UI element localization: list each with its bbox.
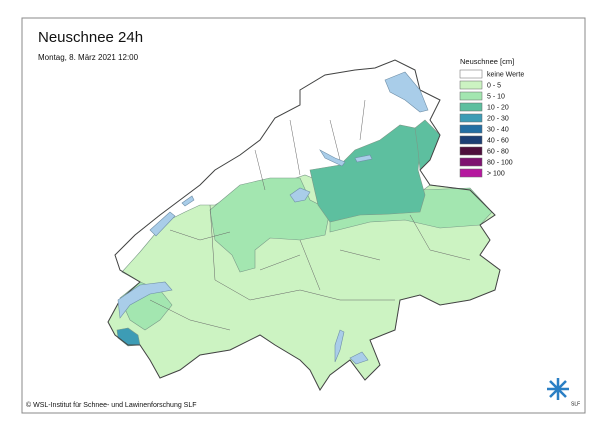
legend-swatch <box>459 91 483 101</box>
legend-label: 40 - 60 <box>487 137 509 144</box>
legend-label: keine Werte <box>487 71 524 78</box>
region-10-20 <box>309 124 426 223</box>
legend-title: Neuschnee [cm] <box>460 57 514 66</box>
lake-geneva <box>117 281 173 319</box>
map <box>107 59 501 391</box>
legend-swatch <box>459 146 483 156</box>
legend-swatch <box>459 168 483 178</box>
lake-maggiore <box>334 329 345 363</box>
title: Neuschnee 24h <box>38 29 143 46</box>
logo: SLF <box>547 378 580 407</box>
lake-walen <box>354 154 373 163</box>
legend-label: 80 - 100 <box>487 159 513 166</box>
legend-swatch <box>459 102 483 112</box>
legend-label: 60 - 80 <box>487 148 509 155</box>
legend-swatch <box>459 69 483 79</box>
legend-swatch <box>459 124 483 134</box>
legend: keine Werte 0 - 5 5 - 10 10 - 20 20 - 30 30 -… <box>459 69 524 178</box>
legend-label: 10 - 20 <box>487 104 509 111</box>
country-border <box>107 59 501 391</box>
lake-lugano <box>349 351 369 365</box>
lake-biel <box>181 195 195 207</box>
logo-text: SLF <box>571 401 580 407</box>
legend-label: 30 - 40 <box>487 126 509 133</box>
legend-label: 0 - 5 <box>487 82 501 89</box>
legend-swatch <box>459 80 483 90</box>
logo-star <box>547 378 569 400</box>
canton-borders <box>149 99 471 331</box>
lake-constance <box>384 71 429 113</box>
legend-label: 5 - 10 <box>487 93 505 100</box>
lake-zurich <box>319 149 346 167</box>
legend-swatch <box>459 113 483 123</box>
lake-lucerne <box>289 187 311 203</box>
subtitle: Montag, 8. März 2021 12:00 <box>38 53 139 62</box>
legend-swatch <box>459 135 483 145</box>
credit: © WSL-Institut für Schnee- und Lawinenfo… <box>26 401 197 409</box>
legend-label: > 100 <box>487 170 505 177</box>
legend-swatch <box>459 157 483 167</box>
frame <box>21 17 586 414</box>
legend-label: 20 - 30 <box>487 115 509 122</box>
lake-neuchatel <box>149 211 176 237</box>
